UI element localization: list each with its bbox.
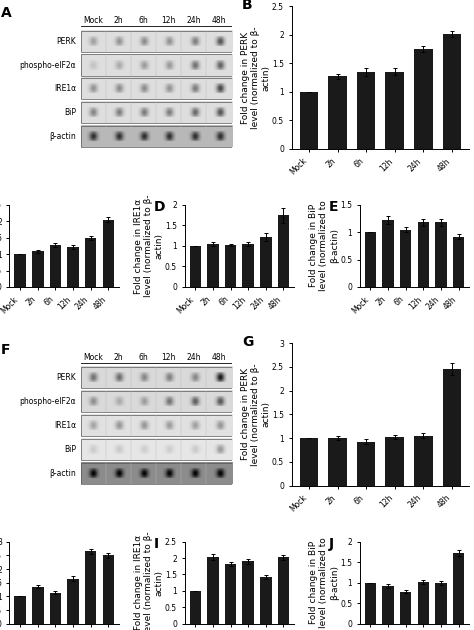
Text: A: A xyxy=(0,6,11,20)
Bar xyxy=(453,237,465,287)
Bar xyxy=(400,592,411,624)
Bar xyxy=(207,244,219,287)
Text: 2h: 2h xyxy=(113,16,123,25)
Bar xyxy=(81,126,232,147)
Bar xyxy=(14,597,26,624)
Text: 6h: 6h xyxy=(138,16,148,25)
Y-axis label: Fold change in BiP
level (normalized to
β-actin): Fold change in BiP level (normalized to … xyxy=(309,200,338,291)
Bar xyxy=(81,463,232,484)
Bar xyxy=(81,391,232,412)
Text: BiP: BiP xyxy=(64,108,76,117)
Text: 24h: 24h xyxy=(187,353,201,362)
Bar xyxy=(67,578,79,624)
Text: β-actin: β-actin xyxy=(49,132,76,141)
Text: B: B xyxy=(242,0,253,12)
Bar xyxy=(243,561,254,624)
Bar xyxy=(85,551,96,624)
Text: 2h: 2h xyxy=(113,353,123,362)
Bar xyxy=(260,577,272,624)
Bar xyxy=(14,254,26,287)
Text: 24h: 24h xyxy=(187,16,201,25)
Bar xyxy=(81,102,232,123)
Bar xyxy=(32,251,44,287)
Text: β-actin: β-actin xyxy=(49,469,76,478)
Bar xyxy=(414,49,433,149)
Bar xyxy=(102,555,114,624)
Bar xyxy=(357,442,375,486)
Bar xyxy=(243,244,254,287)
Bar xyxy=(383,586,394,624)
Bar xyxy=(81,439,232,460)
Bar xyxy=(385,72,404,149)
Bar xyxy=(67,247,79,287)
Bar xyxy=(328,438,347,486)
Bar xyxy=(50,245,61,287)
Text: I: I xyxy=(154,537,159,551)
Bar xyxy=(414,436,433,486)
Text: G: G xyxy=(242,335,253,348)
Bar xyxy=(418,582,429,624)
Text: phospho-eIF2α: phospho-eIF2α xyxy=(19,60,76,69)
Text: J: J xyxy=(329,537,334,551)
Bar xyxy=(435,583,447,624)
Text: Mock: Mock xyxy=(83,353,103,362)
Bar xyxy=(365,583,376,624)
Text: phospho-eIF2α: phospho-eIF2α xyxy=(19,398,76,406)
Bar xyxy=(81,78,232,100)
Bar xyxy=(225,245,236,287)
Bar xyxy=(435,222,447,287)
Text: 48h: 48h xyxy=(212,16,226,25)
Bar xyxy=(85,238,96,287)
Bar xyxy=(81,30,232,52)
Text: F: F xyxy=(0,343,10,357)
Text: IRE1α: IRE1α xyxy=(54,421,76,430)
Bar xyxy=(357,72,375,149)
Bar xyxy=(81,54,232,76)
Bar xyxy=(385,437,404,486)
Bar xyxy=(81,367,232,388)
Bar xyxy=(102,220,114,287)
Bar xyxy=(443,33,461,149)
Bar xyxy=(443,369,461,486)
Bar xyxy=(260,237,272,287)
Y-axis label: Fold change in IRE1α
level (normalized to β-
actin): Fold change in IRE1α level (normalized t… xyxy=(134,531,164,630)
Text: E: E xyxy=(329,200,338,214)
Text: 12h: 12h xyxy=(162,353,176,362)
Bar xyxy=(32,587,44,624)
Bar xyxy=(365,232,376,287)
Text: 48h: 48h xyxy=(212,353,226,362)
Bar xyxy=(190,591,201,624)
Text: 12h: 12h xyxy=(162,16,176,25)
Text: PERK: PERK xyxy=(56,37,76,45)
Bar xyxy=(400,229,411,287)
Bar xyxy=(278,215,289,287)
Y-axis label: Fold change in PERK
level (normalized to β-
actin): Fold change in PERK level (normalized to… xyxy=(241,363,270,466)
Text: D: D xyxy=(154,200,165,214)
Text: IRE1α: IRE1α xyxy=(54,84,76,93)
Bar xyxy=(328,76,347,149)
Bar xyxy=(300,438,318,486)
Y-axis label: Fold change in PERK
level (normalized to β-
actin): Fold change in PERK level (normalized to… xyxy=(241,26,270,129)
Text: Mock: Mock xyxy=(83,16,103,25)
Y-axis label: Fold change in BiP
level (normalized to
β-actin): Fold change in BiP level (normalized to … xyxy=(309,537,338,628)
Y-axis label: Fold change in IRE1α
level (normalized to β-
actin): Fold change in IRE1α level (normalized t… xyxy=(134,195,164,297)
Bar xyxy=(190,246,201,287)
Bar xyxy=(300,92,318,149)
Bar xyxy=(383,220,394,287)
Bar xyxy=(81,415,232,436)
Bar xyxy=(418,222,429,287)
Text: 6h: 6h xyxy=(138,353,148,362)
Bar xyxy=(50,593,61,624)
Text: PERK: PERK xyxy=(56,374,76,382)
Bar xyxy=(225,564,236,624)
Bar xyxy=(278,558,289,624)
Text: BiP: BiP xyxy=(64,445,76,454)
Bar xyxy=(453,553,465,624)
Bar xyxy=(207,557,219,624)
